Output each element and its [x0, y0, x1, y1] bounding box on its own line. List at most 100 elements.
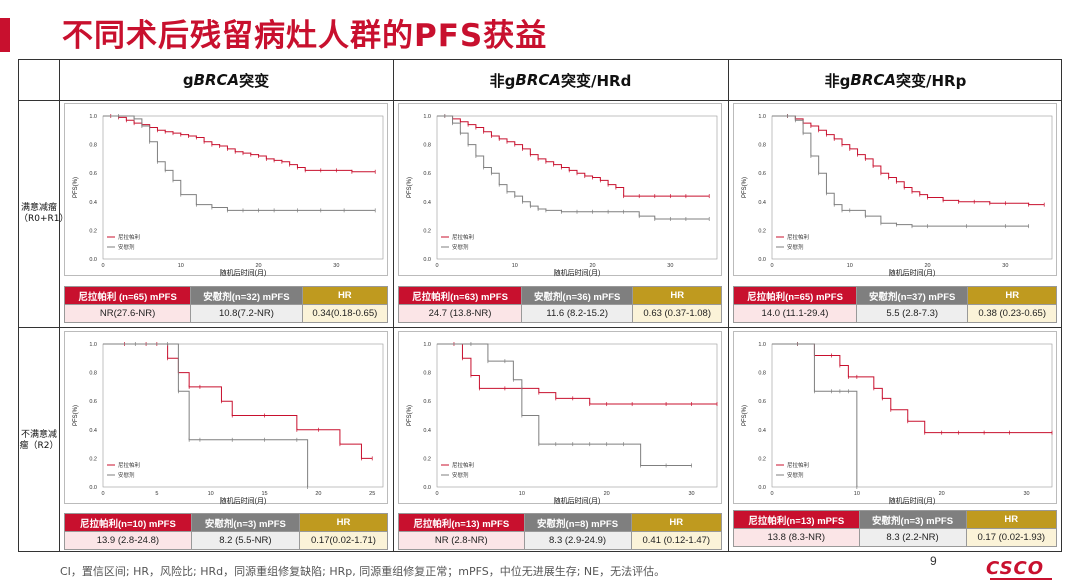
y-tick-label: 0.2	[758, 228, 766, 234]
y-axis-label: PFS(%)	[742, 177, 748, 198]
y-axis-label: PFS(%)	[742, 405, 748, 426]
y-tick-label: 0.4	[758, 428, 766, 434]
legend-label: 安慰剂	[118, 471, 135, 479]
column-header-text: 突变/HRd	[561, 71, 632, 90]
grid-divider	[19, 100, 1061, 101]
table-cell: 13.9 (2.8-24.8)	[64, 531, 192, 550]
x-axis-label: 随机后时间(月)	[220, 268, 267, 277]
grid-divider	[728, 60, 729, 551]
table-cell: 8.3 (2.2-NR)	[858, 528, 967, 547]
mpfs-table: 尼拉帕利 (n=65) mPFS 安慰剂(n=32) mPFS HR NR(27.6-…	[63, 286, 389, 323]
y-axis-label: PFS(%)	[407, 405, 413, 426]
logo-underline	[990, 578, 1052, 580]
column-header-gene: BRCA	[515, 71, 562, 89]
table-header-cell: HR	[301, 286, 389, 305]
km-chart: 0.0 0.2 0.4 0.6 0.8 1.0 0 10 20 30 随机后时间(月) PFS(%) 尼…	[407, 342, 718, 505]
y-tick-label: 0.6	[89, 399, 97, 405]
y-tick-label: 0.8	[89, 371, 97, 377]
mpfs-table: 尼拉帕利(n=65) mPFS 安慰剂(n=37) mPFS HR 14.0 (11.…	[733, 286, 1057, 323]
table-header-cell: HR	[632, 286, 722, 305]
table-header-row: 尼拉帕利(n=10) mPFS 安慰剂(n=3) mPFS HR	[64, 513, 389, 532]
km-curve-placebo	[437, 343, 692, 467]
table-cell: 11.6 (8.2-15.2)	[520, 304, 634, 323]
row-header-line: 不满意减	[20, 430, 57, 440]
table-cell: 0.63 (0.37-1.08)	[632, 304, 722, 323]
km-chart: 0.0 0.2 0.4 0.6 0.8 1.0 0 10 20 30 随机后时间(月) PFS(%) 尼…	[742, 114, 1053, 277]
x-tick-label: 10	[519, 491, 525, 497]
km-curve-placebo	[437, 115, 710, 220]
km-curve-placebo	[772, 115, 1029, 227]
table-header-cell: HR	[967, 286, 1057, 305]
column-header-gene: BRCA	[193, 71, 240, 89]
table-header-cell: HR	[630, 513, 723, 532]
mpfs-table: 尼拉帕利(n=13) mPFS 安慰剂(n=8) mPFS HR NR (2.8-NR…	[398, 513, 723, 550]
legend-label: 安慰剂	[452, 471, 469, 479]
y-axis-label: PFS(%)	[73, 405, 79, 426]
y-tick-label: 1.0	[423, 114, 431, 120]
table-cell: 0.17(0.02-1.71)	[298, 531, 389, 550]
plot-frame	[436, 343, 718, 488]
row-header-line: 满意减瘤	[20, 203, 57, 213]
y-tick-label: 0.4	[423, 200, 431, 206]
table-cell: 8.2 (5.5-NR)	[190, 531, 300, 550]
grid-divider	[19, 327, 1061, 328]
y-tick-label: 1.0	[423, 342, 431, 348]
x-tick-label: 10	[847, 263, 853, 269]
table-cell: 13.8 (8.3-NR)	[733, 528, 860, 547]
mpfs-table: 尼拉帕利(n=63) mPFS 安慰剂(n=36) mPFS HR 24.7 (13.…	[398, 286, 722, 323]
legend-label: 尼拉帕利	[452, 461, 474, 469]
plot-frame	[102, 115, 384, 260]
y-tick-label: 0.4	[758, 200, 766, 206]
grid-divider	[393, 60, 394, 551]
y-tick-label: 0.0	[89, 257, 97, 263]
grid-divider	[59, 60, 60, 551]
table-header-row: 尼拉帕利(n=63) mPFS 安慰剂(n=36) mPFS HR	[398, 286, 722, 305]
table-header-cell: 安慰剂(n=8) mPFS	[523, 513, 632, 532]
table-cell: 0.34(0.18-0.65)	[301, 304, 389, 323]
km-panel: 0.0 0.2 0.4 0.6 0.8 1.0 0 5 10 15 20 25 随机后时间(月) PFS(…	[64, 331, 388, 505]
y-axis-label: PFS(%)	[407, 177, 413, 198]
column-header-hrd: 非g BRCA 突变/HRd	[393, 60, 728, 100]
table-header-cell: 尼拉帕利(n=13) mPFS	[733, 510, 860, 529]
x-tick-label: 0	[435, 263, 438, 269]
y-tick-label: 0.4	[89, 200, 97, 206]
km-panel: 0.0 0.2 0.4 0.6 0.8 1.0 0 10 20 30 随机后时间(月) PFS(%) 尼…	[398, 103, 722, 277]
csco-logo: CSCO	[986, 558, 1045, 579]
table-cell: 0.17 (0.02-1.93)	[965, 528, 1058, 547]
table-row: 13.8 (8.3-NR) 8.3 (2.2-NR) 0.17 (0.02-1.93…	[733, 528, 1058, 547]
km-panel: 0.0 0.2 0.4 0.6 0.8 1.0 0 10 20 30 随机后时间(月) PFS(%) 尼…	[733, 331, 1057, 505]
table-header-row: 尼拉帕利 (n=65) mPFS 安慰剂(n=32) mPFS HR	[63, 286, 389, 305]
table-cell: NR(27.6-NR)	[63, 304, 192, 323]
km-panel: 0.0 0.2 0.4 0.6 0.8 1.0 0 10 20 30 随机后时间(月) PFS(%) 尼…	[398, 331, 722, 505]
table-header-cell: HR	[298, 513, 389, 532]
x-tick-label: 30	[688, 491, 694, 497]
table-header-cell: 安慰剂(n=36) mPFS	[520, 286, 634, 305]
y-tick-label: 0.0	[758, 485, 766, 491]
y-tick-label: 1.0	[758, 342, 766, 348]
y-tick-label: 1.0	[89, 342, 97, 348]
table-row: NR(27.6-NR) 10.8(7.2-NR) 0.34(0.18-0.65)	[63, 304, 389, 323]
column-header-gene: BRCA	[850, 71, 897, 89]
table-row: 14.0 (11.1-29.4) 5.5 (2.8-7.3) 0.38 (0.23-…	[733, 304, 1057, 323]
x-tick-label: 0	[435, 491, 438, 497]
table-header-cell: 安慰剂(n=37) mPFS	[855, 286, 969, 305]
table-header-row: 尼拉帕利(n=13) mPFS 安慰剂(n=3) mPFS HR	[733, 510, 1058, 529]
title-accent-bar	[0, 18, 10, 52]
km-curve-niraparib	[437, 343, 717, 405]
km-curve-niraparib	[103, 343, 373, 459]
x-tick-label: 20	[939, 491, 945, 497]
km-chart: 0.0 0.2 0.4 0.6 0.8 1.0 0 5 10 15 20 25 随机后时间(月) PFS(…	[73, 342, 384, 505]
km-curve-niraparib	[772, 115, 1045, 206]
km-curve-placebo	[103, 115, 376, 211]
row-header-line: （R0+R1）	[19, 214, 69, 224]
plot-frame	[102, 343, 384, 488]
y-tick-label: 0.2	[423, 456, 431, 462]
table-header-row: 尼拉帕利(n=65) mPFS 安慰剂(n=37) mPFS HR	[733, 286, 1057, 305]
table-row: 13.9 (2.8-24.8) 8.2 (5.5-NR) 0.17(0.02-1.7…	[64, 531, 389, 550]
y-tick-label: 0.8	[758, 371, 766, 377]
x-tick-label: 0	[770, 263, 773, 269]
y-tick-label: 0.6	[758, 399, 766, 405]
y-tick-label: 1.0	[89, 114, 97, 120]
x-tick-label: 0	[101, 263, 104, 269]
y-tick-label: 0.8	[89, 143, 97, 149]
